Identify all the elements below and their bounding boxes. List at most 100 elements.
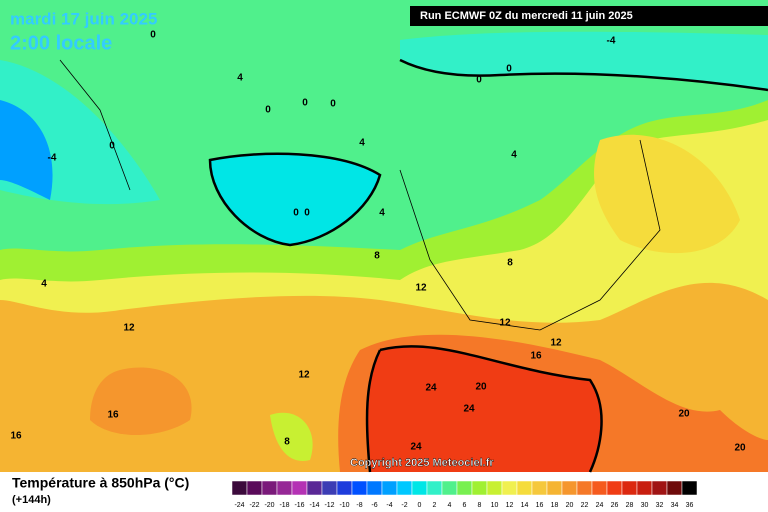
twenty-contour [365,345,603,473]
contour-label: 4 [359,138,365,149]
scale-label: -24 [234,502,244,509]
scale-swatch [351,480,368,496]
contour-label: 20 [734,443,746,454]
scale-label: -10 [339,502,349,509]
contour-label: 4 [379,208,385,219]
scale-label: 28 [626,502,634,509]
contour-label: 16 [10,431,22,442]
contour-label: 0 [476,75,482,86]
scale-swatch [441,480,458,496]
scale-swatch [306,480,323,496]
contour-label: 20 [475,382,487,393]
scale-label: 12 [506,502,514,509]
temp-zone-cool-spot [270,412,313,461]
scale-label: 4 [448,502,452,509]
contour-label: -4 [607,36,616,47]
scale-swatch [276,480,293,496]
scale-label: 10 [491,502,499,509]
scale-label: 32 [656,502,664,509]
scale-swatch [321,480,338,496]
scale-swatch [666,480,683,496]
scale-label: -12 [324,502,334,509]
scale-label: 22 [581,502,589,509]
contour-label: 4 [511,150,517,161]
copyright: Copyright 2025 Meteociel.fr [350,457,494,469]
scale-label: 30 [641,502,649,509]
temp-zone-orange-atlantic [90,367,192,435]
contour-label: 0 [109,141,115,152]
time-label: 2:00 locale [10,32,112,54]
contour-label: 8 [284,437,290,448]
coastline [59,59,661,331]
scale-label: -20 [264,502,274,509]
scale-swatch [606,480,623,496]
scale-swatch [681,480,698,496]
run-banner [410,6,768,26]
contour-label: 20 [678,409,690,420]
contour-label: 12 [499,318,511,329]
contour-label: 0 [304,208,310,219]
contour-label: 8 [374,251,380,262]
contour-label: 12 [415,283,427,294]
scale-label: -22 [249,502,259,509]
scale-label: 0 [418,502,422,509]
contour-label: 0 [150,30,156,41]
scale-swatch [456,480,473,496]
date-label: mardi 17 juin 2025 [10,9,157,28]
scale-label: -16 [294,502,304,509]
scale-swatch [426,480,443,496]
contour-label: 16 [530,351,542,362]
contour-label: 24 [425,383,437,394]
contour-label: 8 [507,258,513,269]
scale-label: 2 [433,502,437,509]
scale-swatch [636,480,653,496]
zero-contour [208,152,382,247]
scale-label: 24 [596,502,604,509]
scale-swatch [576,480,593,496]
scale-swatch [231,480,248,496]
scale-swatch [561,480,578,496]
temp-zone-red [367,346,602,472]
contour-label: 12 [550,338,562,349]
scale-swatch [291,480,308,496]
scale-swatch [516,480,533,496]
contour-label: 0 [265,105,271,116]
run-label: Run ECMWF 0Z du mercredi 11 juin 2025 [420,10,633,22]
scale-swatch [486,480,503,496]
scale-swatch [546,480,563,496]
scale-label: -18 [279,502,289,509]
contour-label: 12 [123,323,135,334]
contour-label: 16 [107,410,119,421]
lead-time: (+144h) [12,494,51,506]
contour-label: 0 [302,98,308,109]
scale-label: -4 [386,502,392,509]
scale-label: 36 [686,502,694,509]
scale-swatch [411,480,428,496]
contour-label: 24 [463,404,475,415]
scale-label: 16 [536,502,544,509]
scale-label: 14 [521,502,529,509]
temp-zone-cyan-north [400,31,768,90]
scale-swatch [246,480,263,496]
contour-label: 4 [237,73,243,84]
scale-label: -6 [371,502,377,509]
scale-label: 20 [566,502,574,509]
contour-label: 0 [293,208,299,219]
zero-contour-north [399,58,768,92]
scale-swatch [381,480,398,496]
color-scale: -24 -22 -20 -18 -16 -14 -12 -10 -8 -6 -4 -2 0 2 4 6 8 10 1… [231,480,698,509]
scale-swatch [531,480,548,496]
scale-label: 6 [463,502,467,509]
scale-label: 8 [478,502,482,509]
scale-swatch [366,480,383,496]
scale-label: 34 [671,502,679,509]
scale-label: -14 [309,502,319,509]
scale-label: -2 [401,502,407,509]
scale-swatch [261,480,278,496]
scale-swatch [501,480,518,496]
scale-swatch [471,480,488,496]
scale-swatch [651,480,668,496]
scale-swatch [591,480,608,496]
